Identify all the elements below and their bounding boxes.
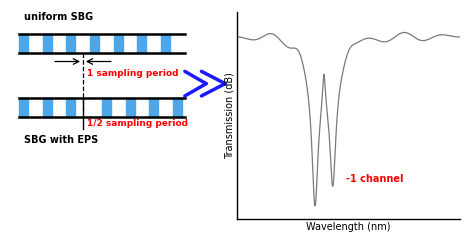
Text: 1/2 sampling period: 1/2 sampling period: [86, 119, 188, 127]
Y-axis label: Transmission (dB): Transmission (dB): [224, 72, 234, 159]
Bar: [19, 34, 28, 53]
Bar: [149, 98, 158, 117]
Bar: [19, 98, 28, 117]
Bar: [137, 34, 146, 53]
X-axis label: Wavelength (nm): Wavelength (nm): [306, 222, 391, 232]
Bar: [90, 34, 99, 53]
Bar: [43, 98, 52, 117]
Bar: [173, 98, 182, 117]
Text: uniform SBG: uniform SBG: [24, 12, 93, 22]
Bar: [114, 34, 123, 53]
Bar: [43, 34, 52, 53]
Bar: [126, 98, 135, 117]
Bar: [102, 98, 111, 117]
Text: -1 channel: -1 channel: [346, 174, 404, 184]
Bar: [66, 98, 75, 117]
Bar: [161, 34, 170, 53]
Text: 1 sampling period: 1 sampling period: [86, 69, 178, 78]
Bar: [66, 34, 75, 53]
Text: SBG with EPS: SBG with EPS: [24, 135, 98, 145]
